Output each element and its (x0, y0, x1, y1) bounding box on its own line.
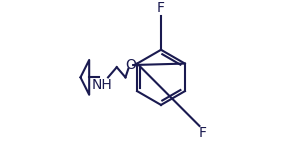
Text: F: F (157, 1, 165, 15)
Text: NH: NH (92, 78, 113, 92)
Text: O: O (125, 58, 136, 72)
Text: F: F (198, 126, 206, 140)
